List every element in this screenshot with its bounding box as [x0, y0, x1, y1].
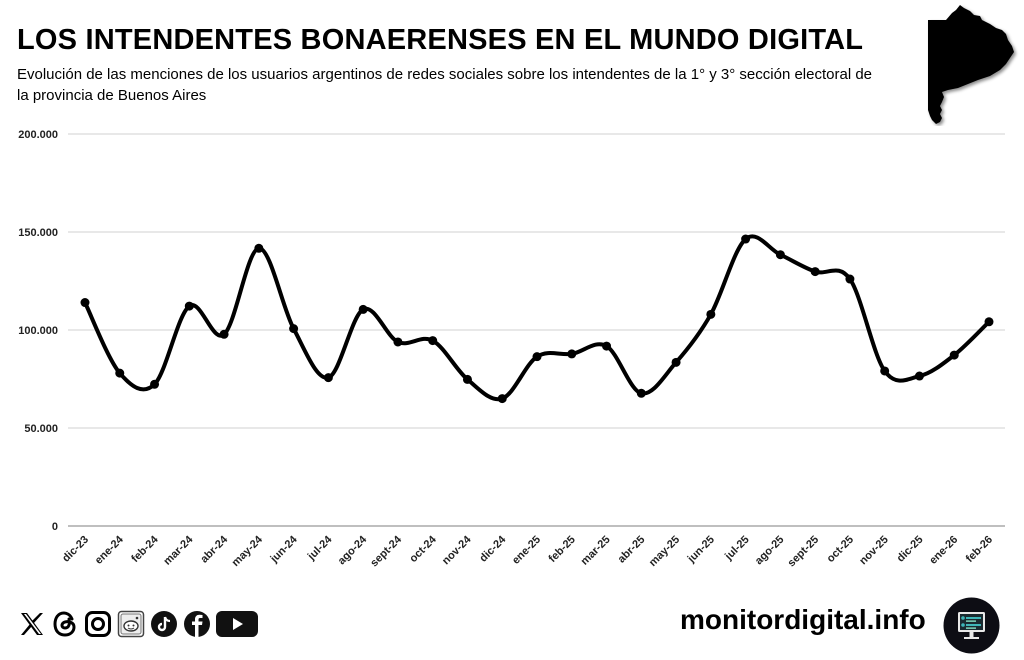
y-tick-label: 100.000	[18, 325, 58, 337]
x-tick-label: nov-24	[440, 533, 474, 567]
y-tick-label: 150.000	[18, 227, 58, 239]
x-tick-label: ago-24	[336, 533, 370, 567]
monitor-logo-icon	[943, 597, 1000, 654]
data-point	[810, 267, 820, 277]
data-point	[80, 298, 90, 308]
data-point	[184, 301, 194, 311]
data-point	[984, 317, 994, 327]
facebook-icon[interactable]	[182, 609, 212, 639]
x-tick-label: mar-25	[579, 534, 613, 568]
tiktok-icon[interactable]	[149, 609, 179, 639]
x-tick-label: ene-25	[510, 534, 543, 567]
data-point	[671, 357, 681, 367]
y-tick-label: 0	[52, 521, 58, 533]
x-tick-label: may-25	[647, 534, 682, 569]
data-point	[254, 243, 264, 253]
social-icons	[17, 608, 259, 640]
data-point	[428, 336, 438, 346]
data-point	[914, 371, 924, 381]
line-chart: 0 50.000 100.000 150.000 200.000 dic-23 ene-24…	[18, 129, 1005, 570]
data-point	[323, 373, 333, 383]
data-point	[358, 304, 368, 314]
x-tick-label: ene-24	[93, 533, 127, 567]
data-point	[115, 368, 125, 378]
threads-icon[interactable]	[50, 609, 80, 639]
data-point	[636, 388, 646, 398]
buenos-aires-map-icon	[928, 5, 1014, 124]
x-tick-label: sept-25	[786, 534, 822, 570]
x-tick-label: may-24	[230, 533, 266, 569]
data-point	[289, 324, 299, 334]
x-tick-label: abr-24	[198, 533, 230, 565]
data-point	[775, 250, 785, 260]
x-tick-label: ene-26	[927, 534, 960, 567]
data-point	[880, 366, 890, 376]
data-point	[219, 329, 229, 339]
x-tick-label: jun-25	[685, 534, 717, 566]
data-point	[567, 349, 577, 359]
data-point	[949, 350, 959, 360]
instagram-icon[interactable]	[83, 609, 113, 639]
x-tick-label: nov-25	[857, 534, 891, 568]
x-icon[interactable]	[17, 609, 47, 639]
data-point	[706, 309, 716, 319]
x-tick-label: jul-25	[722, 534, 752, 564]
x-tick-label: jul-24	[305, 533, 335, 563]
x-tick-label: feb-25	[546, 534, 577, 565]
x-tick-label: jun-24	[268, 533, 301, 566]
data-point	[150, 379, 160, 389]
data-point	[845, 274, 855, 284]
x-tick-label: abr-25	[616, 534, 648, 566]
x-tick-label: feb-24	[129, 533, 161, 565]
x-tick-label: oct-25	[825, 534, 856, 565]
page-title: LOS INTENDENTES BONAERENSES EN EL MUNDO …	[17, 24, 864, 56]
x-tick-label: dic-23	[60, 534, 91, 565]
youtube-icon[interactable]	[215, 609, 259, 639]
x-tick-label: sept-24	[368, 533, 404, 569]
data-point	[741, 234, 751, 244]
y-tick-label: 200.000	[18, 129, 58, 141]
page-subtitle: Evolución de las menciones de los usuari…	[17, 66, 872, 104]
x-tick-label: dic-25	[895, 534, 926, 565]
series-line	[83, 234, 991, 402]
data-point	[532, 352, 542, 362]
y-tick-label: 50.000	[24, 423, 58, 435]
x-tick-label: ago-25	[753, 534, 787, 568]
data-point	[497, 394, 507, 404]
data-point	[393, 337, 403, 347]
x-tick-label: oct-24	[407, 533, 439, 565]
brand-url[interactable]: monitordigital.info	[680, 604, 926, 635]
data-point	[602, 341, 612, 351]
x-tick-label: feb-26	[964, 534, 995, 565]
x-tick-label: dic-24	[477, 533, 509, 565]
x-tick-label: mar-24	[161, 533, 196, 568]
data-point	[462, 374, 472, 384]
reddit-icon[interactable]	[116, 609, 146, 639]
